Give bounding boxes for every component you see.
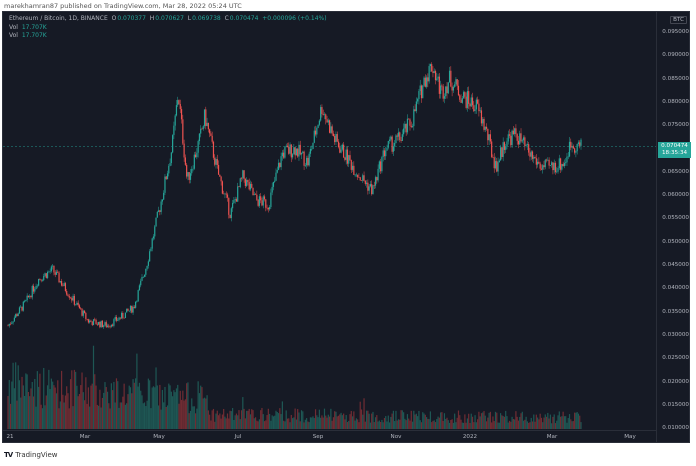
price-tick: 0.015000: [662, 401, 689, 408]
price-tick: 0.075000: [662, 122, 689, 129]
currency-label[interactable]: BTC: [670, 16, 687, 24]
price-tick: 0.085000: [662, 75, 689, 82]
price-tick: 0.095000: [662, 29, 689, 35]
volume-value: 17.707K: [21, 23, 47, 31]
brand-name: TradingView: [15, 451, 58, 459]
price-tick: 0.045000: [662, 262, 689, 268]
time-tick: May: [153, 434, 165, 440]
time-tick: Sep: [312, 434, 324, 440]
time-tick: Jul: [234, 434, 242, 440]
change-value: +0.000096 (+0.14%): [262, 15, 327, 22]
high-value: 0.070627: [155, 15, 184, 22]
close-value: 0.070474: [229, 15, 259, 22]
price-tick: 0.065000: [662, 168, 689, 175]
price-tick: 0.030000: [662, 331, 689, 338]
bar-countdown: 18:35:34: [661, 150, 688, 156]
volume-row-1: Vol 17.707K: [9, 23, 47, 31]
chart-legend: Ethereum / Bitcoin, 1D, BINANCE O0.07037…: [9, 15, 327, 41]
time-tick: 2022: [462, 434, 478, 440]
chart-frame[interactable]: Ethereum / Bitcoin, 1D, BINANCE O0.07037…: [2, 11, 692, 443]
price-tick: 0.020000: [662, 378, 689, 385]
volume-value: 17.707K: [21, 32, 47, 39]
time-axis[interactable]: 21 Mar May Jul Sep Nov 2022 Mar May: [3, 430, 656, 443]
price-tick: 0.035000: [662, 308, 689, 315]
time-tick: May: [624, 434, 636, 440]
last-price-tag: 0.070474 18:35:34: [658, 142, 691, 158]
last-price: 0.070474: [661, 143, 688, 149]
tradingview-logo-icon: TV: [4, 451, 13, 459]
time-tick: Mar: [546, 434, 558, 440]
candlestick-chart: [3, 62, 656, 429]
symbol-label[interactable]: Ethereum / Bitcoin, 1D, BINANCE: [9, 15, 108, 22]
tradingview-brand[interactable]: TV TradingView: [4, 451, 58, 459]
publisher-line: marekhamran87 published on TradingView.c…: [4, 2, 242, 10]
price-tick: 0.060000: [662, 192, 689, 199]
price-plot[interactable]: [3, 12, 656, 430]
price-tick: 0.050000: [662, 238, 689, 245]
price-tick: 0.090000: [662, 52, 689, 59]
open-value: 0.070377: [117, 15, 146, 22]
price-tick: 0.040000: [662, 285, 689, 292]
low-value: 0.069738: [192, 15, 221, 22]
time-tick: Mar: [79, 434, 91, 440]
price-tick: 0.010000: [662, 425, 689, 432]
price-tick: 0.025000: [662, 355, 689, 362]
price-tick: 0.080000: [662, 98, 689, 105]
price-tick: 0.055000: [662, 215, 689, 222]
time-tick: Nov: [390, 434, 402, 440]
ohlc-row: Ethereum / Bitcoin, 1D, BINANCE O0.07037…: [9, 15, 327, 22]
price-axis[interactable]: BTC 0.095000 0.090000 0.085000 0.080000 0.07…: [656, 12, 692, 442]
volume-row-2: Vol 17.707K: [9, 32, 47, 39]
time-tick: 21: [6, 434, 14, 440]
